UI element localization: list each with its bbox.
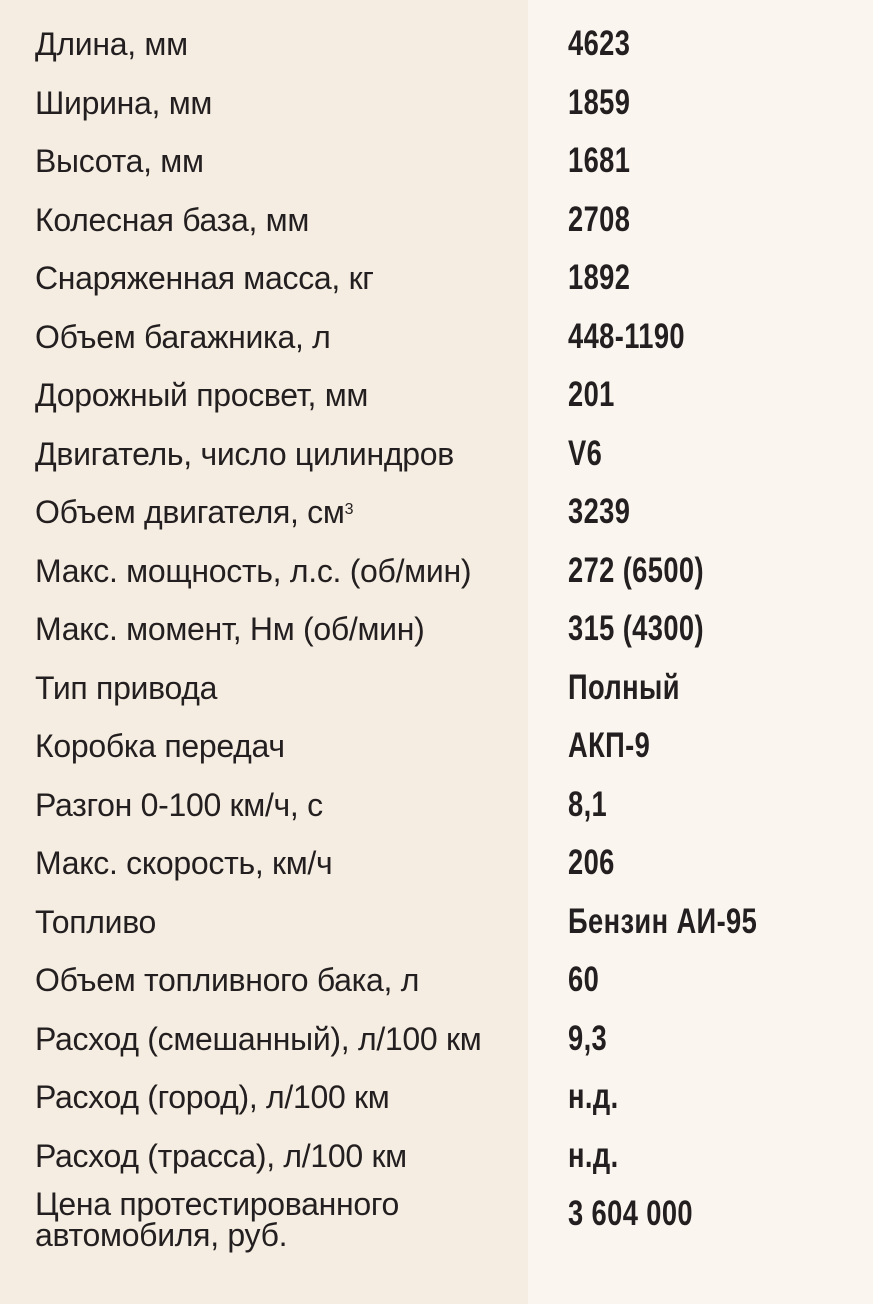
spec-row: Макс. скорость, км/ч 206 [0, 836, 873, 895]
spec-value: 60 [568, 960, 600, 999]
spec-label: Длина, мм [35, 25, 188, 63]
spec-value: н.д. [568, 1077, 619, 1116]
spec-label-superscript: 3 [344, 501, 354, 518]
spec-label-text: Колесная база, мм [35, 201, 310, 238]
spec-value: 4623 [568, 24, 631, 63]
spec-label-text: Длина, мм [35, 26, 188, 62]
spec-label: Макс. момент, Нм (об/мин) [35, 610, 425, 648]
spec-row: Расход (город), л/100 км н.д. [0, 1070, 873, 1129]
spec-label-text: Тип привода [35, 669, 218, 706]
spec-value: 272 (6500) [568, 550, 704, 590]
spec-row: Ширина, мм 1859 [0, 76, 873, 135]
spec-value: 206 [568, 843, 615, 882]
spec-row: Топливо Бензин АИ-95 [0, 895, 873, 954]
spec-label-text: Расход (трасса), л/100 км [35, 1137, 407, 1174]
spec-value: Полный [568, 667, 680, 707]
spec-row: Длина, мм 4623 [0, 17, 873, 76]
spec-value: 448-1190 [568, 316, 685, 356]
spec-row: Тип привода Полный [0, 661, 873, 720]
spec-row: Двигатель, число цилиндров V6 [0, 427, 873, 486]
spec-value: н.д. [568, 1135, 619, 1175]
spec-label: Дорожный просвет, мм [35, 376, 368, 414]
spec-value: 1859 [568, 82, 631, 122]
spec-label-text: Высота, мм [35, 143, 204, 179]
spec-label-text: Ширина, мм [35, 84, 213, 121]
spec-label: Объем багажника, л [35, 318, 331, 356]
spec-value: Бензин АИ-95 [568, 901, 758, 941]
spec-value: 3 604 000 [568, 1194, 693, 1233]
spec-label-text: Макс. момент, Нм (об/мин) [35, 611, 425, 647]
spec-label: Двигатель, число цилиндров [35, 435, 454, 473]
spec-label-line: Цена протестированного [35, 1186, 400, 1222]
spec-label-text: Объем двигателя, см [35, 494, 345, 530]
spec-row: Дорожный просвет, мм 201 [0, 368, 873, 427]
spec-label-text: Объем багажника, л [35, 318, 331, 355]
spec-row: Высота, мм 1681 [0, 134, 873, 193]
spec-value: 9,3 [568, 1018, 608, 1058]
spec-value: 8,1 [568, 784, 608, 824]
spec-label-text: Макс. скорость, км/ч [35, 845, 333, 881]
spec-label: Снаряженная масса, кг [35, 259, 374, 297]
spec-label-text: Топливо [35, 903, 157, 940]
spec-label: Колесная база, мм [35, 201, 309, 239]
spec-label-text: Коробка передач [35, 728, 285, 764]
spec-label: Объем топливного бака, л [35, 961, 419, 999]
spec-value: 201 [568, 375, 615, 414]
spec-label-text: Расход (смешанный), л/100 км [35, 1020, 482, 1057]
spec-label: Цена протестированного автомобиля, руб. [35, 1186, 400, 1253]
spec-value: 1681 [568, 141, 631, 180]
spec-row: Объем топливного бака, л 60 [0, 953, 873, 1012]
spec-label-text: Снаряженная масса, кг [35, 260, 374, 296]
spec-row: Колесная база, мм 2708 [0, 193, 873, 252]
spec-value: 1892 [568, 258, 631, 297]
label-column-background [0, 0, 528, 1304]
spec-label-text: Расход (город), л/100 км [35, 1079, 390, 1115]
spec-label: Высота, мм [35, 142, 204, 180]
spec-label-text: Разгон 0-100 км/ч, с [35, 786, 323, 823]
spec-label: Топливо [35, 903, 156, 941]
spec-label: Макс. мощность, л.с. (об/мин) [35, 552, 471, 590]
spec-label: Разгон 0-100 км/ч, с [35, 786, 323, 824]
spec-row: Расход (смешанный), л/100 км 9,3 [0, 1012, 873, 1071]
spec-value: 315 (4300) [568, 609, 704, 648]
spec-value: V6 [568, 433, 603, 473]
spec-label: Расход (трасса), л/100 км [35, 1137, 407, 1175]
spec-label-text: Объем топливного бака, л [35, 962, 420, 998]
spec-label-text: Макс. мощность, л.с. (об/мин) [35, 552, 472, 589]
spec-label: Расход (смешанный), л/100 км [35, 1020, 482, 1058]
spec-row: Макс. момент, Нм (об/мин) 315 (4300) [0, 602, 873, 661]
spec-row: Расход (трасса), л/100 км н.д. [0, 1129, 873, 1188]
spec-value: АКП-9 [568, 726, 651, 765]
spec-label: Макс. скорость, км/ч [35, 844, 333, 882]
spec-value: 3239 [568, 492, 631, 531]
spec-row: Коробка передач АКП-9 [0, 719, 873, 778]
spec-table: Длина, мм 4623 Ширина, мм 1859 Высота, мм 168… [0, 17, 873, 1252]
spec-label-line: автомобиля, руб. [35, 1217, 288, 1253]
spec-row: Объем двигателя, см3 3239 [0, 485, 873, 544]
spec-row: Объем багажника, л 448-1190 [0, 310, 873, 369]
spec-row: Цена протестированного автомобиля, руб. 3 … [0, 1187, 873, 1251]
spec-label: Объем двигателя, см3 [35, 493, 353, 531]
spec-value: 2708 [568, 199, 631, 239]
spec-row: Разгон 0-100 км/ч, с 8,1 [0, 778, 873, 837]
spec-row: Макс. мощность, л.с. (об/мин) 272 (6500) [0, 544, 873, 603]
spec-label: Тип привода [35, 669, 217, 707]
spec-label-text: Дорожный просвет, мм [35, 377, 369, 413]
spec-label: Расход (город), л/100 км [35, 1078, 390, 1116]
spec-row: Снаряженная масса, кг 1892 [0, 251, 873, 310]
spec-label-text: Двигатель, число цилиндров [35, 435, 454, 472]
spec-label: Ширина, мм [35, 84, 212, 122]
spec-label: Коробка передач [35, 727, 285, 765]
